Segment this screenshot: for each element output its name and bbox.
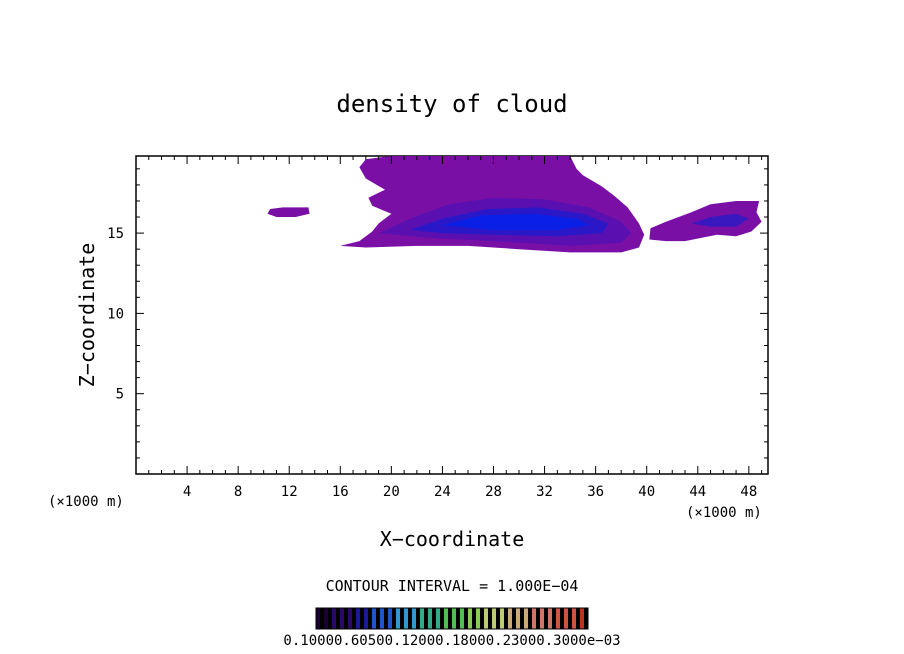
colorbar-stripe	[428, 608, 432, 629]
colorbar-stripe	[512, 608, 516, 629]
colorbar-stripe	[336, 608, 340, 629]
colorbar-stripe	[376, 608, 380, 629]
colorbar-stripe	[352, 608, 356, 629]
colorbar-stripe	[452, 608, 456, 629]
colorbar-stripe	[500, 608, 504, 629]
x-tick-label: 24	[434, 484, 451, 500]
colorbar-stripe	[564, 608, 568, 629]
colorbar-stripe	[388, 608, 392, 629]
colorbar-stripe	[348, 608, 352, 629]
colorbar-stripe	[440, 608, 444, 629]
colorbar-stripe	[468, 608, 472, 629]
colorbar-stripe	[404, 608, 408, 629]
colorbar-stripe	[448, 608, 452, 629]
colorbar-stripe	[408, 608, 412, 629]
colorbar-stripe	[520, 608, 524, 629]
colorbar-stripe	[544, 608, 548, 629]
colorbar-stripe	[416, 608, 420, 629]
colorbar-stripe	[412, 608, 416, 629]
colorbar-stripe	[480, 608, 484, 629]
x-tick-label: 40	[638, 484, 655, 500]
colorbar-stripe	[576, 608, 580, 629]
contour-regions	[267, 156, 762, 253]
colorbar-stripe	[524, 608, 528, 629]
x-axis-label: X−coordinate	[380, 527, 525, 551]
colorbar-stripe	[360, 608, 364, 629]
x-tick-label: 36	[587, 484, 604, 500]
colorbar-stripe	[568, 608, 572, 629]
colorbar-stripe	[324, 608, 328, 629]
colorbar-frame	[315, 607, 589, 630]
colorbar-stripe	[556, 608, 560, 629]
x-tick-label: 44	[689, 484, 706, 500]
x-unit-label-left: (×1000 m)	[48, 494, 124, 510]
contour-region-main-cloud-core	[442, 213, 590, 230]
colorbar-stripe	[432, 608, 436, 629]
colorbar-stripe	[536, 608, 540, 629]
colorbar-labels: 0.10000.60500.12000.18000.23000.3000e−03	[283, 633, 620, 649]
colorbar-stripe	[460, 608, 464, 629]
chart-title: density of cloud	[336, 90, 567, 118]
colorbar-stripe	[456, 608, 460, 629]
colorbar-stripe	[384, 608, 388, 629]
x-axis-ticks: 4 8 12 16 20 24 28 32 36 40 44 48	[148, 156, 763, 500]
x-tick-label: 32	[536, 484, 553, 500]
colorbar	[316, 608, 588, 629]
colorbar-stripe	[572, 608, 576, 629]
x-tick-label: 16	[332, 484, 349, 500]
colorbar-stripe	[392, 608, 396, 629]
colorbar-stripe	[484, 608, 488, 629]
contour-interval-label: CONTOUR INTERVAL = 1.000E−04	[326, 577, 579, 595]
colorbar-stripe	[320, 608, 324, 629]
colorbar-stripe	[528, 608, 532, 629]
colorbar-stripe	[532, 608, 536, 629]
x-unit-label-right: (×1000 m)	[686, 505, 762, 521]
x-tick-label: 4	[183, 484, 191, 500]
colorbar-stripe	[328, 608, 332, 629]
x-tick-label: 20	[383, 484, 400, 500]
colorbar-stripe	[436, 608, 440, 629]
x-tick-label: 28	[485, 484, 502, 500]
x-tick-label: 8	[234, 484, 242, 500]
colorbar-stripe	[504, 608, 508, 629]
colorbar-stripe	[340, 608, 344, 629]
y-tick-label: 5	[116, 387, 124, 403]
contour-region-right-cloud-inner	[691, 213, 749, 227]
colorbar-stripe	[364, 608, 368, 629]
colorbar-stripe	[540, 608, 544, 629]
colorbar-stripe	[508, 608, 512, 629]
colorbar-stripe	[368, 608, 372, 629]
colorbar-stripe	[372, 608, 376, 629]
colorbar-stripe	[344, 608, 348, 629]
y-axis-label: Z−coordinate	[75, 243, 99, 388]
y-axis-ticks: 5 10 15	[107, 168, 768, 459]
colorbar-stripe	[472, 608, 476, 629]
colorbar-stripe	[396, 608, 400, 629]
colorbar-stripe	[424, 608, 428, 629]
colorbar-stripe	[464, 608, 468, 629]
colorbar-stripe	[380, 608, 384, 629]
colorbar-stripe	[492, 608, 496, 629]
colorbar-stripe	[496, 608, 500, 629]
colorbar-stripe	[560, 608, 564, 629]
contour-region-left-patch	[267, 207, 310, 217]
colorbar-stripe	[552, 608, 556, 629]
y-tick-label: 15	[107, 226, 124, 242]
colorbar-stripe	[316, 608, 320, 629]
colorbar-stripe	[332, 608, 336, 629]
colorbar-stripe	[584, 608, 588, 629]
colorbar-stripe	[356, 608, 360, 629]
colorbar-stripe	[400, 608, 404, 629]
colorbar-stripe	[444, 608, 448, 629]
x-tick-label: 12	[281, 484, 298, 500]
colorbar-stripe	[516, 608, 520, 629]
colorbar-stripe	[488, 608, 492, 629]
y-tick-label: 10	[107, 306, 124, 322]
colorbar-stripe	[580, 608, 584, 629]
x-tick-label: 48	[740, 484, 757, 500]
colorbar-stripe	[548, 608, 552, 629]
colorbar-stripe	[476, 608, 480, 629]
colorbar-stripe	[420, 608, 424, 629]
